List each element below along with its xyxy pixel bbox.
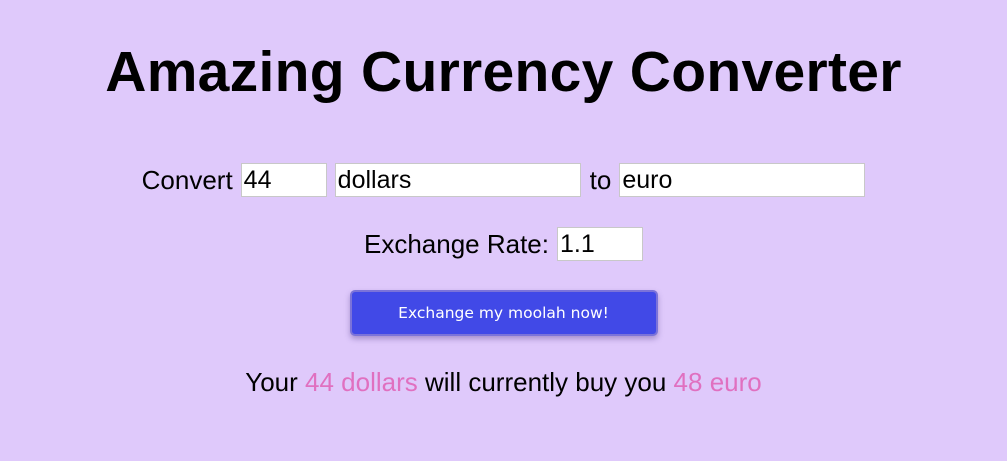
result-middle: will currently buy you xyxy=(425,367,667,397)
result-input-amount: 44 dollars xyxy=(305,367,418,397)
result-prefix: Your xyxy=(245,367,298,397)
button-row: Exchange my moolah now! xyxy=(0,290,1007,336)
result-text: Your 44 dollars will currently buy you 4… xyxy=(0,365,1007,399)
exchange-button[interactable]: Exchange my moolah now! xyxy=(349,290,658,336)
result-output-amount: 48 euro xyxy=(673,367,762,397)
exchange-rate-input[interactable] xyxy=(557,227,643,261)
exchange-rate-row: Exchange Rate: xyxy=(0,227,1007,261)
page-title: Amazing Currency Converter xyxy=(105,40,902,104)
convert-row: Convert to xyxy=(0,163,1007,197)
to-currency-input[interactable] xyxy=(619,163,866,197)
from-currency-input[interactable] xyxy=(334,163,581,197)
exchange-rate-label: Exchange Rate: xyxy=(363,229,549,259)
convert-label: Convert xyxy=(141,165,233,195)
amount-input[interactable] xyxy=(240,163,327,197)
to-label: to xyxy=(589,165,612,195)
